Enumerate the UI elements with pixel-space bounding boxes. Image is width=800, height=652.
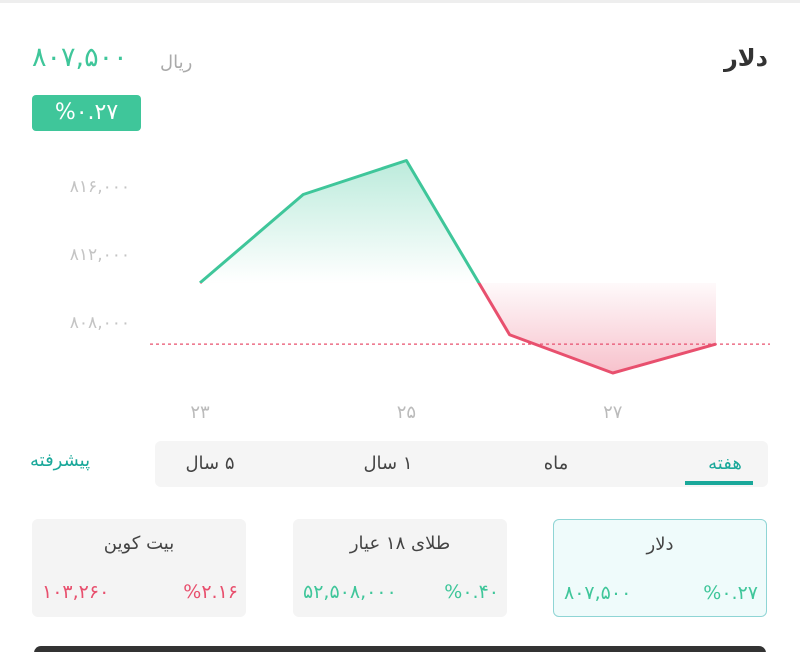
area-up [200,160,479,283]
card[interactable]: طلای ۱۸ عیار ۵۲,۵۰۸,۰۰۰ %۰.۴۰ [293,519,507,617]
card[interactable]: دلار ۸۰۷,۵۰۰ %۰.۲۷ [553,519,767,617]
period-tab[interactable]: ۱ سال [363,453,413,474]
card-change: %۰.۲۷ [703,582,758,604]
card-price: ۸۰۷,۵۰۰ [564,582,632,604]
tab-underline [685,481,753,485]
period-tabs: هفته ماه ۱ سال ۵ سال [155,441,768,487]
title: دلار [723,44,768,72]
card-name: دلار [646,534,674,555]
x-tick-label: ۲۷ [603,402,623,423]
card-price: ۱۰۳,۲۶۰ [42,581,110,603]
card[interactable]: بیت کوین ۱۰۳,۲۶۰ %۲.۱۶ [32,519,246,617]
card-name: بیت کوین [103,533,175,554]
period-tab[interactable]: ۵ سال [185,453,235,474]
line [199,159,717,375]
card-change: %۰.۴۰ [444,581,499,603]
card-name: طلای ۱۸ عیار [349,533,451,554]
unit: ریال [160,52,193,73]
period-tab[interactable]: ماه [543,453,569,474]
x-tick-label: ۲۳ [190,402,210,423]
card-change: %۲.۱۶ [183,581,238,603]
area-down [200,282,716,373]
advanced-button[interactable]: پیشرفته [30,450,91,471]
period-tab[interactable]: هفته [708,453,742,474]
bottom-bar [34,646,766,652]
y-tick-label: ۸۱۶,۰۰۰ [70,177,130,197]
y-tick-label: ۸۱۲,۰۰۰ [70,245,130,265]
change-badge: %۰.۲۷ [32,95,141,131]
x-tick-label: ۲۵ [397,402,416,423]
price: ۸۰۷,۵۰۰ [32,42,128,73]
top-edge [0,0,800,3]
y-tick-label: ۸۰۸,۰۰۰ [70,313,130,333]
card-price: ۵۲,۵۰۸,۰۰۰ [303,581,397,603]
